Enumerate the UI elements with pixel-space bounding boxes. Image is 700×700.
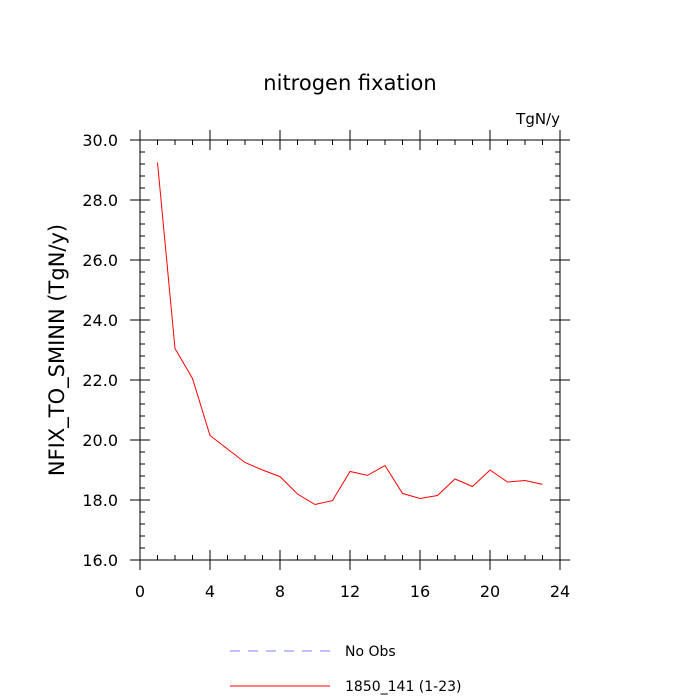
y-tick-label: 18.0	[82, 491, 118, 510]
series-group	[157, 162, 543, 506]
x-tick-label: 4	[205, 582, 215, 601]
chart-title: nitrogen fixation	[263, 71, 436, 95]
legend-label-no-obs: No Obs	[345, 644, 396, 660]
y-tick-label: 30.0	[82, 131, 118, 150]
units-label: TgN/y	[515, 110, 560, 128]
y-tick-label: 16.0	[82, 551, 118, 570]
y-tick-label: 28.0	[82, 191, 118, 210]
x-tick-label: 20	[480, 582, 500, 601]
y-tick-label: 20.0	[82, 431, 118, 450]
y-tick-label: 24.0	[82, 311, 118, 330]
y-tick-label: 22.0	[82, 371, 118, 390]
x-tick-label: 0	[135, 582, 145, 601]
plot-frame	[139, 139, 561, 561]
x-tick-label: 12	[340, 582, 360, 601]
x-tick-label: 16	[410, 582, 430, 601]
axis-ticks: 0 4 8 12 16 20 24 16.0 18.0 20.0 22.0 24.0 26.0 28.0 3…	[82, 130, 570, 601]
y-tick-label: 26.0	[82, 251, 118, 270]
legend-label-series: 1850_141 (1-23)	[345, 679, 462, 695]
x-tick-label: 8	[275, 582, 285, 601]
y-axis-label: NFIX_TO_SMINN (TgN/y)	[45, 224, 70, 476]
legend: No Obs 1850_141 (1-23)	[230, 644, 462, 695]
series-line	[157, 162, 543, 506]
x-tick-label: 24	[550, 582, 570, 601]
